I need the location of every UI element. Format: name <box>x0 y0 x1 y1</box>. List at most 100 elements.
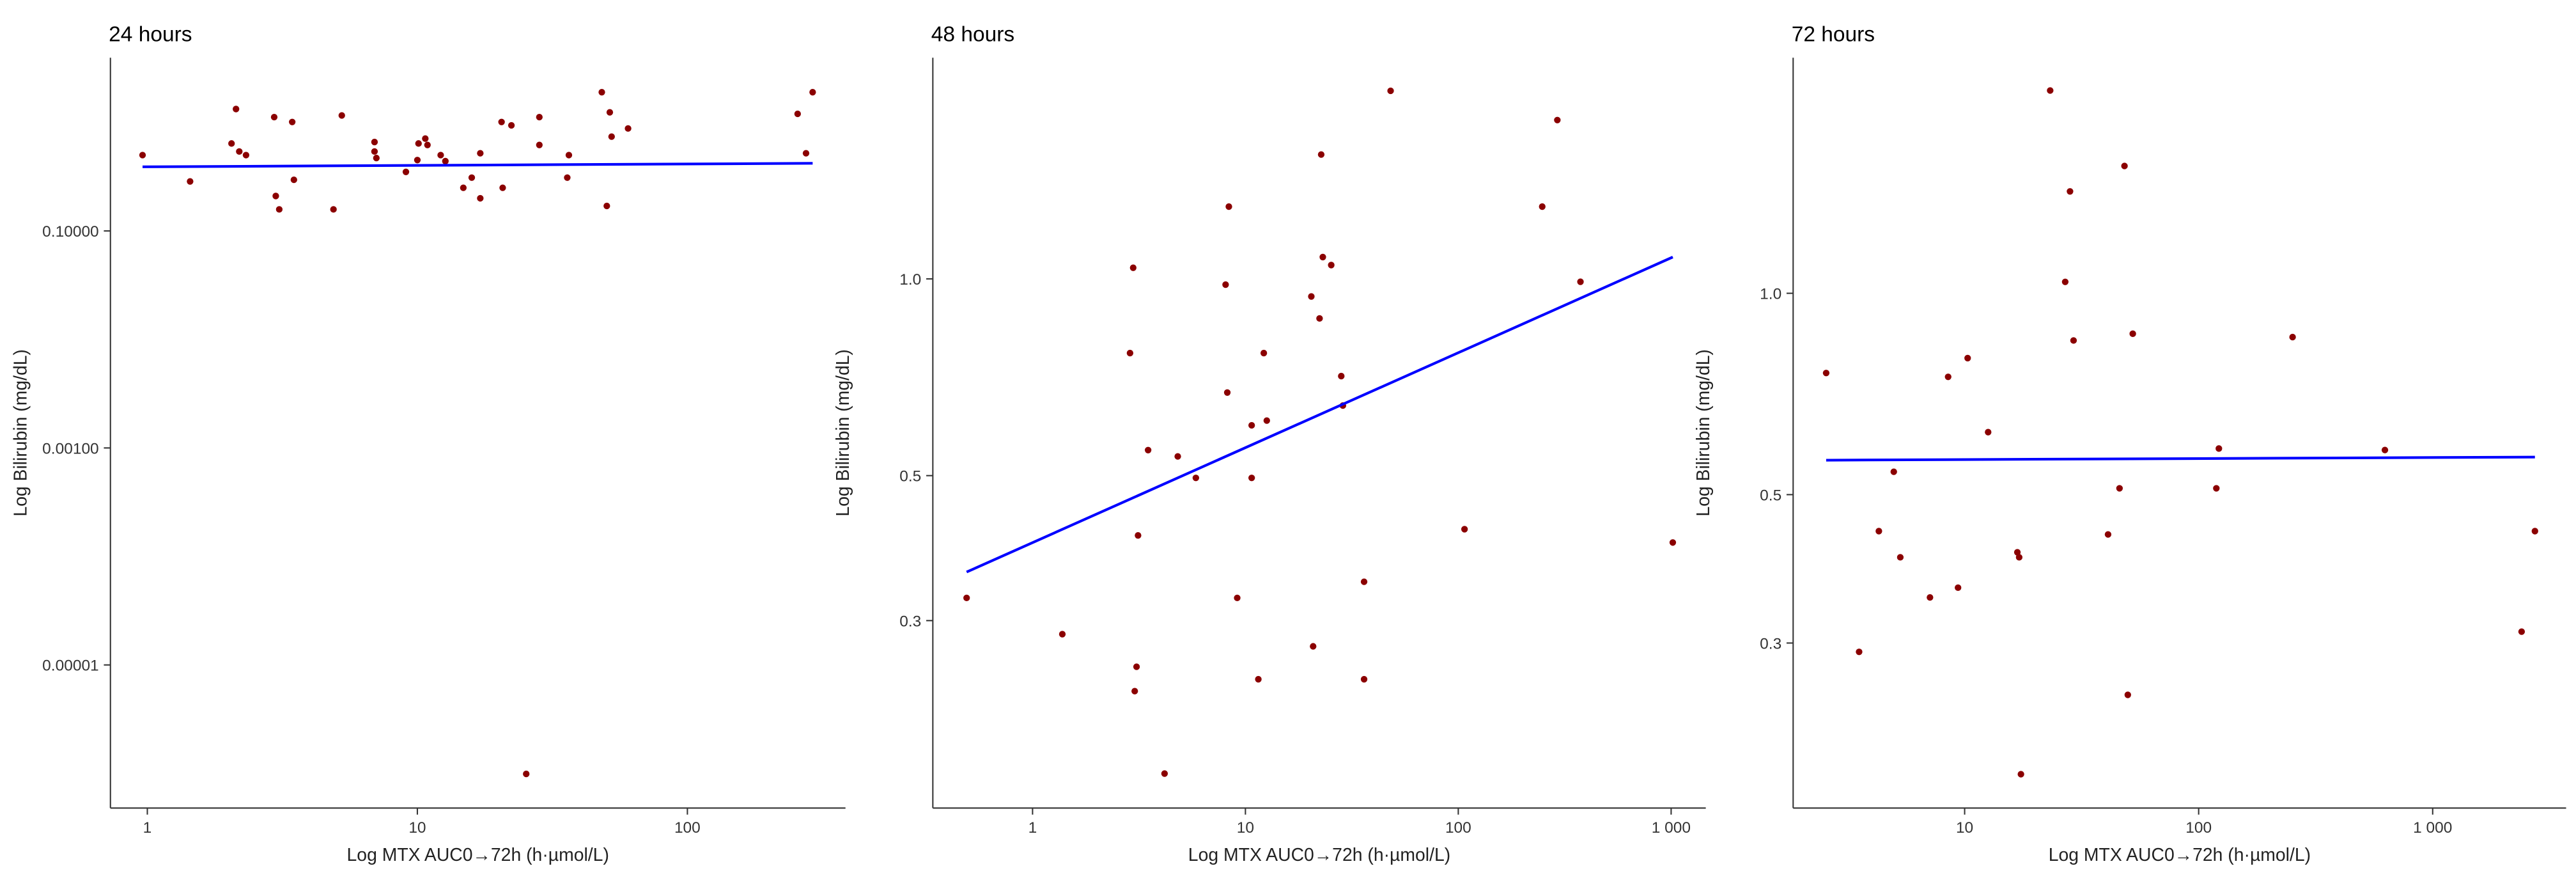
y-tick-label: 0.00100 <box>42 440 99 457</box>
data-point <box>603 202 610 210</box>
data-point <box>1822 370 1830 377</box>
data-point <box>373 154 380 162</box>
data-point <box>1317 151 1325 158</box>
data-point <box>536 113 543 121</box>
data-point <box>1225 203 1232 210</box>
y-tick-label: 0.3 <box>1760 635 1781 652</box>
data-point <box>1135 532 1142 539</box>
y-tick-label: 1.0 <box>1760 286 1781 303</box>
data-point <box>598 89 605 96</box>
data-point <box>802 150 810 157</box>
data-point <box>236 148 243 155</box>
x-axis-label: Log MTX AUC0→72h (h·µmol/L) <box>2049 845 2311 865</box>
data-point <box>414 157 421 164</box>
data-point <box>1308 293 1315 300</box>
data-point <box>288 118 296 125</box>
data-point <box>242 152 250 159</box>
fit-line <box>142 162 813 168</box>
data-point <box>1319 253 1326 261</box>
data-point <box>794 110 801 118</box>
x-tick-label: 100 <box>1445 819 1471 837</box>
data-point <box>1129 264 1137 271</box>
data-point <box>1260 349 1268 357</box>
data-point <box>1338 372 1345 380</box>
chart-title: 24 hours <box>109 22 192 46</box>
data-point <box>2116 485 2123 492</box>
data-point <box>477 150 484 157</box>
data-point <box>499 184 506 191</box>
data-point <box>1927 594 1934 601</box>
data-point <box>2215 445 2223 452</box>
chart-title: 48 hours <box>931 22 1014 46</box>
data-point <box>1890 468 1897 475</box>
data-point <box>272 193 279 200</box>
x-tick-label: 1 <box>143 819 152 837</box>
data-point <box>2381 446 2389 453</box>
data-point <box>1577 278 1584 285</box>
data-point <box>1248 421 1255 429</box>
data-point <box>1263 417 1270 424</box>
y-tick-label: 0.10000 <box>42 223 99 240</box>
data-point <box>1897 554 1904 561</box>
data-point <box>1133 663 1140 670</box>
data-point <box>1955 584 1962 592</box>
data-point <box>1554 116 1561 123</box>
data-point <box>2531 528 2538 535</box>
data-point <box>1192 475 1199 482</box>
data-point <box>402 168 410 175</box>
data-point <box>1131 688 1138 695</box>
data-point <box>1856 649 1863 656</box>
data-point <box>1985 429 1992 436</box>
x-tick-label: 10 <box>1237 819 1254 837</box>
data-point <box>233 106 240 113</box>
x-axis-label: Log MTX AUC0→72h (h·µmol/L) <box>1188 845 1450 865</box>
x-tick-label: 1 000 <box>1652 819 1691 837</box>
data-point <box>2121 162 2128 169</box>
data-point <box>437 152 444 159</box>
x-tick-label: 10 <box>408 819 426 837</box>
chart-title: 72 hours <box>1792 22 1875 46</box>
data-point <box>2013 549 2021 556</box>
data-point <box>1387 87 1394 95</box>
data-point <box>1144 446 1152 453</box>
data-point <box>1461 526 1468 533</box>
data-point <box>270 113 278 121</box>
data-point <box>498 118 505 125</box>
data-point <box>2015 554 2023 561</box>
data-point <box>523 770 530 778</box>
data-point <box>2289 333 2296 341</box>
data-point <box>1310 643 1317 650</box>
data-point <box>338 112 345 119</box>
data-point <box>2124 691 2131 698</box>
data-point <box>1255 675 1262 683</box>
data-point <box>2129 330 2136 337</box>
data-point <box>371 148 378 155</box>
data-point <box>1875 528 1882 535</box>
data-point <box>1161 770 1168 777</box>
data-point <box>536 141 543 148</box>
data-point <box>625 125 632 132</box>
data-point <box>468 174 476 181</box>
data-point <box>565 152 573 159</box>
data-point <box>963 594 970 602</box>
data-point <box>1059 631 1066 638</box>
data-point <box>2518 628 2526 635</box>
data-point <box>2213 485 2220 492</box>
data-point <box>1126 349 1134 357</box>
data-point <box>608 133 615 140</box>
x-axis-label: Log MTX AUC0→72h (h·µmol/L) <box>347 845 609 865</box>
data-point <box>290 176 297 184</box>
data-point <box>228 140 235 147</box>
data-point <box>2067 188 2074 195</box>
data-point <box>460 184 467 191</box>
y-axis-label: Log Bilirubin (mg/dL) <box>1693 349 1714 517</box>
data-point <box>2017 771 2024 778</box>
data-point <box>424 141 431 148</box>
data-point <box>1360 675 1368 683</box>
fit-line <box>966 256 1673 574</box>
data-point <box>1539 203 1546 210</box>
data-point <box>1248 475 1255 482</box>
data-point <box>508 122 515 129</box>
data-point <box>1964 354 1971 362</box>
data-point <box>1328 262 1335 269</box>
